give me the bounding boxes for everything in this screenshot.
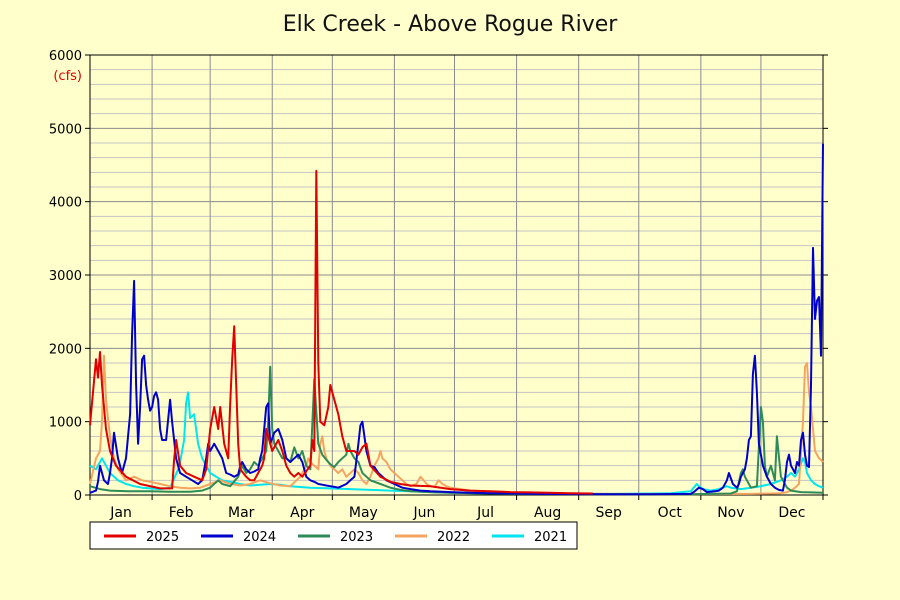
x-tick-label: Jun (413, 505, 436, 521)
y-tick-label: 1000 (49, 416, 82, 431)
legend: 2025 2024 2023 2022 2021 (89, 521, 578, 550)
series-lines (89, 143, 824, 496)
x-tick-label: Mar (228, 505, 255, 521)
series-line-2025 (89, 169, 593, 495)
x-tick-label: Sep (596, 505, 623, 521)
series-line-2024 (89, 143, 824, 496)
y-tick-label: 2000 (49, 342, 82, 357)
x-tick-label: Oct (658, 505, 683, 521)
x-tick-label: Nov (717, 505, 744, 521)
x-tick-label: Jan (109, 505, 132, 521)
x-tick-label: Apr (290, 505, 314, 521)
y-tick-label: 5000 (49, 122, 82, 137)
x-tick-label: Dec (778, 505, 805, 521)
x-tick-label: Aug (534, 505, 561, 521)
x-axis: Jan Feb Mar Apr May Jun Jul Aug Sep Oct Nov Dec (89, 495, 824, 521)
legend-label-2021: 2021 (534, 530, 567, 545)
x-tick-label: Feb (169, 505, 194, 521)
series-line-2023 (89, 365, 824, 496)
chart-title: Elk Creek - Above Rogue River (282, 12, 618, 37)
series-line-2022 (89, 354, 824, 496)
x-tick-label: May (349, 505, 378, 521)
legend-label-2025: 2025 (146, 530, 179, 545)
y-tick-label: 0 (74, 489, 82, 504)
y-tick-label: 3000 (49, 269, 82, 284)
y-unit-label: (cfs) (53, 69, 82, 84)
y-axis: 0 1000 2000 3000 4000 5000 6000 (49, 49, 828, 504)
grid (89, 54, 824, 496)
legend-label-2022: 2022 (437, 530, 470, 545)
x-tick-label: Jul (476, 505, 494, 521)
legend-label-2024: 2024 (243, 530, 276, 545)
y-tick-label: 6000 (49, 49, 82, 64)
legend-label-2023: 2023 (340, 530, 373, 545)
y-tick-label: 4000 (49, 196, 82, 211)
